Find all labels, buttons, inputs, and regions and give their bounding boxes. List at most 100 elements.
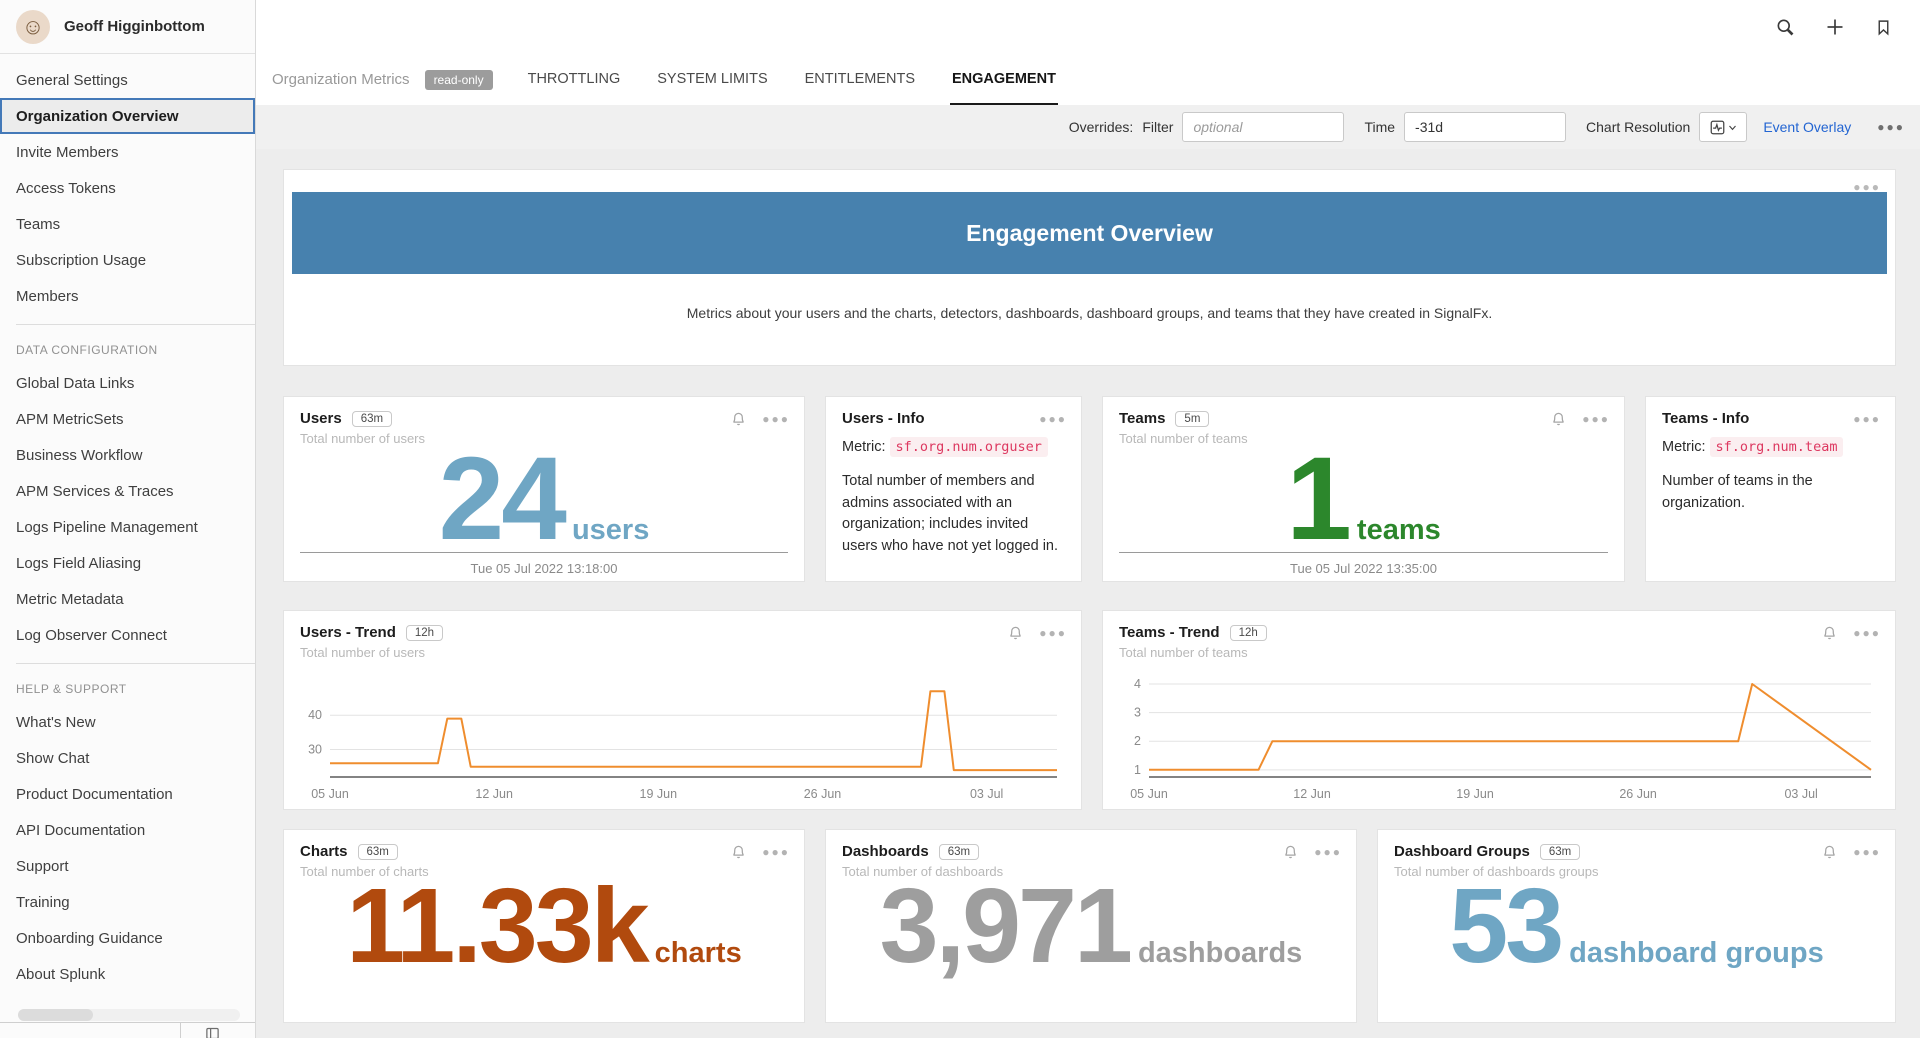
search-icon[interactable]: [1775, 17, 1795, 37]
create-plus-icon[interactable]: [1825, 17, 1845, 37]
tab-engagement[interactable]: ENGAGEMENT: [950, 54, 1058, 105]
dashboard-content: ●●● Engagement Overview Metrics about yo…: [256, 149, 1920, 1038]
sidebar-item-subscription-usage[interactable]: Subscription Usage: [16, 251, 147, 269]
time-label: Time: [1364, 119, 1396, 135]
dashboard-groups-card: Dashboard Groups 63m ●●● Total number of…: [1377, 829, 1896, 1023]
sidebar-item-invite-members[interactable]: Invite Members: [16, 143, 119, 161]
charts-stat: 11.33k charts: [284, 867, 804, 996]
sidebar-scrollbar-thumb[interactable]: [18, 1009, 93, 1021]
sidebar-item-apm-metricsets[interactable]: APM MetricSets: [16, 410, 124, 428]
users-trend-chart[interactable]: 30 40 05 Jun 12 Jun 19 Jun 26 Jun 03 Jul: [292, 664, 1071, 810]
sidebar-item-general-settings[interactable]: General Settings: [16, 71, 128, 89]
card-more-icon[interactable]: ●●●: [1853, 844, 1881, 859]
card-more-icon[interactable]: ●●●: [1039, 625, 1067, 640]
alert-bell-icon[interactable]: [1008, 625, 1023, 641]
card-more-icon[interactable]: ●●●: [1853, 625, 1881, 640]
sidebar-item-log-observer-connect[interactable]: Log Observer Connect: [16, 626, 167, 644]
alert-bell-icon[interactable]: [1283, 844, 1298, 860]
sidebar-nav: General Settings Organization Overview I…: [0, 54, 255, 1038]
teams-stat: 1 teams: [1103, 433, 1624, 565]
sidebar-item-support[interactable]: Support: [16, 857, 69, 875]
sidebar-item-metric-metadata[interactable]: Metric Metadata: [16, 590, 124, 608]
tab-system-limits[interactable]: SYSTEM LIMITS: [657, 70, 768, 87]
svg-text:2: 2: [1134, 734, 1141, 748]
card-subtitle: Total number of teams: [1119, 431, 1248, 446]
card-more-icon[interactable]: ●●●: [1314, 844, 1342, 859]
time-input[interactable]: [1404, 112, 1567, 142]
card-more-icon[interactable]: ●●●: [1853, 180, 1881, 194]
sidebar-divider: [16, 324, 255, 325]
card-title: Users - Trend: [300, 624, 396, 641]
sidebar-item-onboarding-guidance[interactable]: Onboarding Guidance: [16, 929, 163, 947]
teams-trend-card: Teams - Trend 12h ●●● Total number of te…: [1102, 610, 1896, 810]
sidebar-item-business-workflow[interactable]: Business Workflow: [16, 446, 143, 464]
users-card: Users 63m ●●● Total number of users 24 u…: [283, 396, 805, 582]
sidebar-item-logs-field-aliasing[interactable]: Logs Field Aliasing: [16, 554, 142, 572]
teams-trend-chart[interactable]: 1 2 3 4 05 Jun 12 Jun 19 Jun 26 Jun 03 Jul: [1111, 664, 1885, 810]
svg-text:19 Jun: 19 Jun: [640, 787, 678, 801]
teams-card: Teams 5m ●●● Total number of teams 1 tea…: [1102, 396, 1625, 582]
card-more-icon[interactable]: ●●●: [1039, 411, 1067, 426]
card-subtitle: Total number of charts: [300, 864, 429, 879]
sidebar-item-about-splunk[interactable]: About Splunk: [16, 965, 106, 983]
card-more-icon[interactable]: ●●●: [762, 844, 790, 859]
sidebar-item-api-documentation[interactable]: API Documentation: [16, 821, 146, 839]
sidebar-item-global-data-links[interactable]: Global Data Links: [16, 374, 135, 392]
filter-input[interactable]: [1182, 112, 1345, 142]
sidebar-item-teams[interactable]: Teams: [16, 215, 61, 233]
card-title: Charts: [300, 843, 348, 860]
sidebar-item-access-tokens[interactable]: Access Tokens: [16, 179, 116, 197]
avatar[interactable]: ☺: [16, 9, 50, 44]
sidebar-bottom-bar: [0, 1022, 255, 1038]
svg-text:30: 30: [308, 743, 322, 757]
overview-description: Metrics about your users and the charts,…: [686, 305, 1493, 321]
dashboard-groups-unit: dashboard groups: [1569, 937, 1824, 969]
chevron-down-icon: [1728, 125, 1736, 130]
collapse-panel-icon[interactable]: [205, 1026, 220, 1038]
alert-bell-icon[interactable]: [731, 411, 746, 427]
alert-bell-icon[interactable]: [731, 844, 746, 860]
card-title: Users - Info: [842, 410, 925, 427]
engagement-overview-card: ●●● Engagement Overview Metrics about yo…: [283, 169, 1896, 366]
alert-bell-icon[interactable]: [1822, 625, 1837, 641]
users-value: 24: [438, 433, 567, 565]
sidebar-item-organization-overview[interactable]: Organization Overview: [0, 98, 255, 134]
charts-value: 11.33k: [346, 867, 649, 985]
card-more-icon[interactable]: ●●●: [1582, 411, 1610, 426]
footer-divider: [1119, 552, 1608, 554]
overrides-label: Overrides:: [1068, 119, 1134, 135]
event-overlay-link[interactable]: Event Overlay: [1763, 119, 1852, 135]
resolution-badge: 63m: [1539, 843, 1581, 860]
alert-bell-icon[interactable]: [1822, 844, 1837, 860]
sidebar-item-logs-pipeline-management[interactable]: Logs Pipeline Management: [16, 518, 198, 536]
card-more-icon[interactable]: ●●●: [762, 411, 790, 426]
sidebar-item-apm-services-traces[interactable]: APM Services & Traces: [16, 482, 174, 500]
resolution-badge: 12h: [1229, 624, 1267, 641]
card-more-icon[interactable]: ●●●: [1853, 411, 1881, 426]
tab-throttling[interactable]: THROTTLING: [527, 70, 621, 87]
chart-resolution-button[interactable]: [1699, 112, 1748, 142]
dashboard-groups-value: 53: [1449, 867, 1564, 985]
teams-value: 1: [1286, 433, 1352, 565]
sidebar-item-show-chat[interactable]: Show Chat: [16, 749, 90, 767]
tab-entitlements[interactable]: ENTITLEMENTS: [804, 70, 915, 87]
user-menu[interactable]: ☺ Geoff Higginbottom: [0, 0, 255, 54]
card-subtitle: Total number of users: [300, 431, 426, 446]
sidebar-item-training[interactable]: Training: [16, 893, 70, 911]
users-trend-card: Users - Trend 12h ●●● Total number of us…: [283, 610, 1082, 810]
metrics-tab-bar: Organization Metrics read-only THROTTLIN…: [256, 54, 1920, 105]
sidebar-item-members[interactable]: Members: [16, 287, 79, 305]
avatar-glyph: ☺: [21, 13, 45, 39]
bookmark-icon[interactable]: [1875, 18, 1892, 37]
card-title: Teams: [1119, 410, 1166, 427]
sidebar-item-product-documentation[interactable]: Product Documentation: [16, 785, 173, 803]
teams-info-description: Number of teams in the organization.: [1662, 472, 1813, 511]
card-title: Teams - Trend: [1119, 624, 1220, 641]
card-title: Teams - Info: [1662, 410, 1750, 427]
sidebar-item-whats-new[interactable]: What's New: [16, 713, 96, 731]
toolbar-more-icon[interactable]: ●●●: [1877, 120, 1905, 134]
alert-bell-icon[interactable]: [1551, 411, 1566, 427]
sidebar-divider: [16, 663, 255, 664]
sidebar-heading-help-support: HELP & SUPPORT: [16, 682, 127, 696]
svg-text:03 Jul: 03 Jul: [970, 787, 1003, 801]
